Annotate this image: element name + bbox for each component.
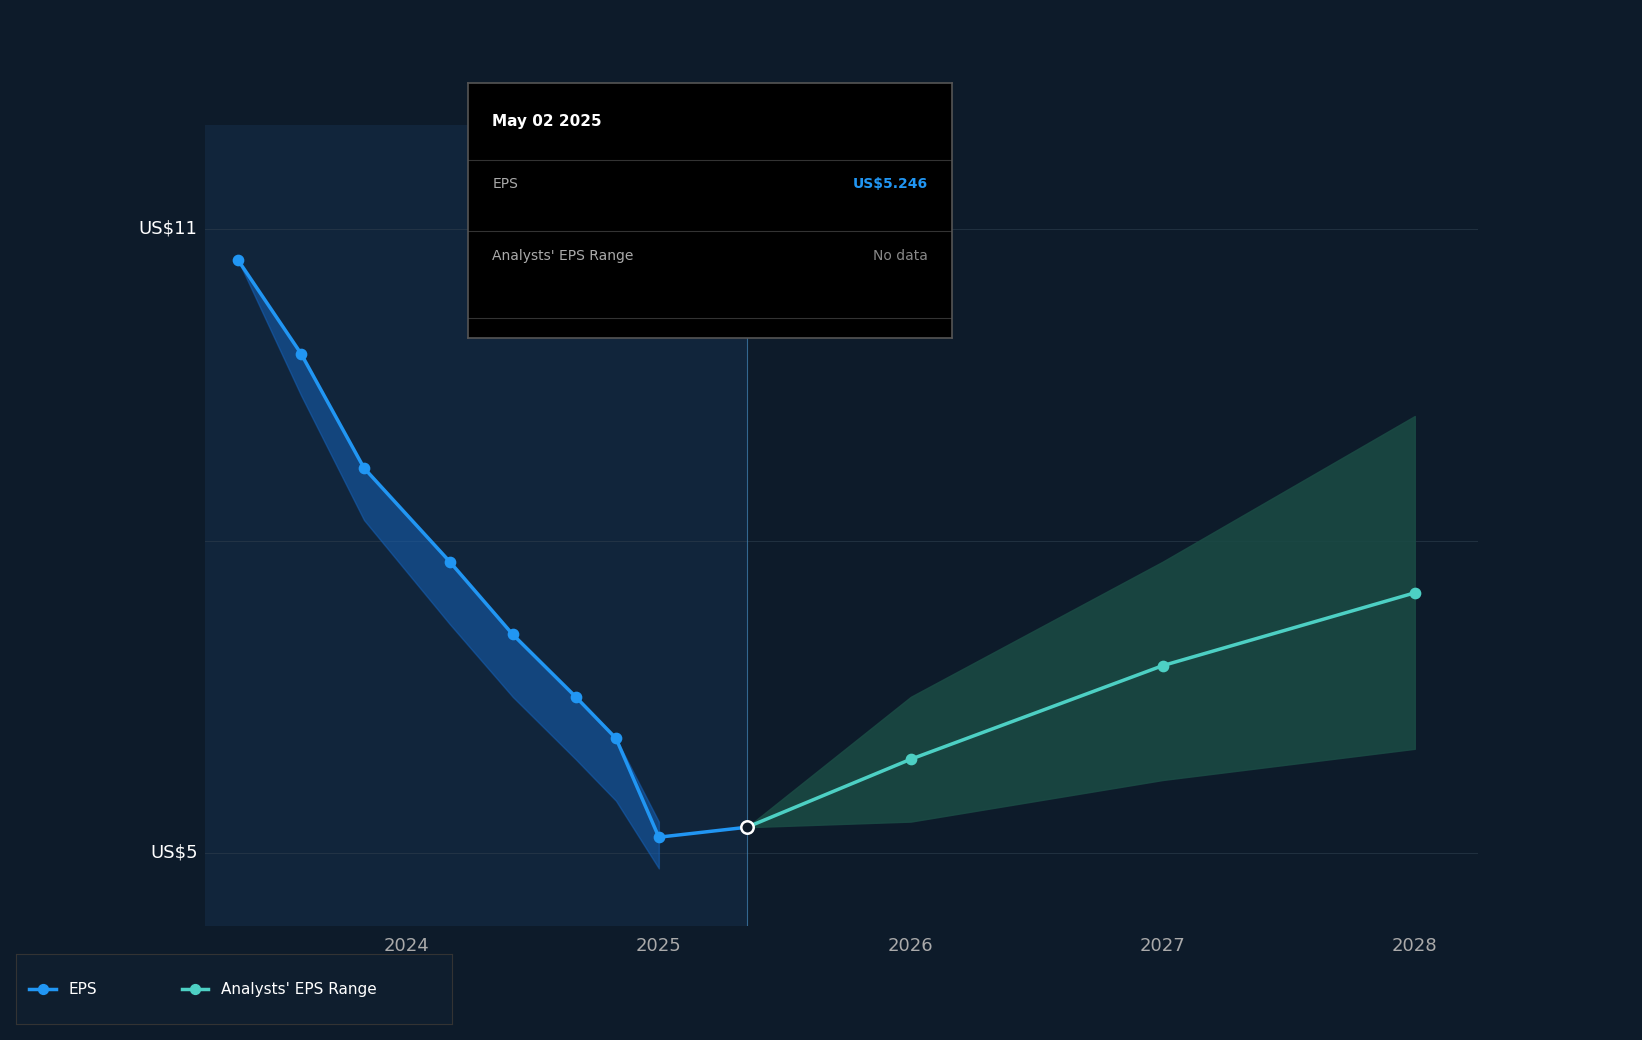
Point (225, 252, 251, 268)
Point (437, 553, 463, 570)
Point (898, 751, 924, 768)
Point (30, 981, 56, 997)
Text: EPS: EPS (493, 178, 519, 191)
Text: US$5: US$5 (149, 843, 197, 862)
Point (645, 829, 672, 846)
Point (734, 818, 760, 835)
Text: May 02 2025: May 02 2025 (493, 113, 603, 129)
Text: No data: No data (874, 249, 928, 263)
Text: EPS: EPS (69, 982, 97, 996)
Point (563, 688, 589, 705)
Text: US$11: US$11 (140, 219, 197, 238)
Point (499, 626, 525, 643)
Point (1149, 657, 1176, 674)
Point (603, 730, 629, 747)
Bar (205, 125, 747, 926)
Text: Analysts' EPS Range: Analysts' EPS Range (493, 249, 634, 263)
Text: Analysts Forecasts: Analysts Forecasts (765, 192, 920, 210)
Text: Analysts' EPS Range: Analysts' EPS Range (222, 982, 376, 996)
Point (182, 981, 209, 997)
Point (1402, 584, 1429, 601)
Text: Actual: Actual (680, 192, 739, 210)
Point (351, 460, 378, 476)
Text: US$5.246: US$5.246 (852, 178, 928, 191)
Point (287, 345, 314, 362)
